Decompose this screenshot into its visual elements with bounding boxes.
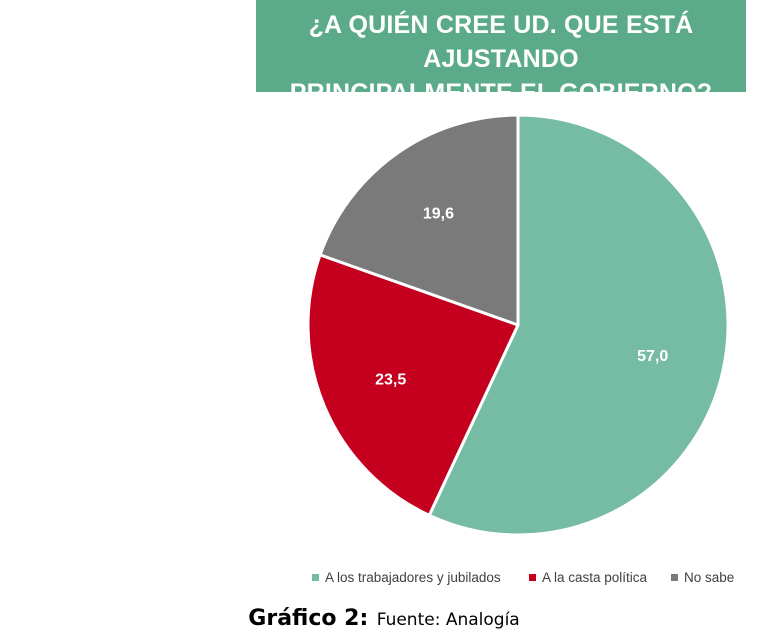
legend-label-casta: A la casta política [542,570,648,585]
legend-item-casta: A la casta política [529,570,647,585]
caption-source: Fuente: Analogía [376,610,520,630]
pie-label-trabajadores: 57,0 [637,348,668,365]
legend-label-trabajadores: A los trabajadores y jubilados [325,570,501,585]
pie-label-no-sabe: 19,6 [423,205,454,222]
chart-title-banner: ¿A QUIÉN CREE UD. QUE ESTÁ AJUSTANDO PRI… [256,0,746,107]
legend-label-no-sabe: No sabe [684,570,735,585]
legend-swatch-trabajadores [312,574,319,581]
pie-slice-casta [306,253,520,517]
pie-slice-trabajadores [427,113,730,537]
legend-item-no-sabe: No sabe [671,570,734,585]
pie-slice-no-sabe [318,113,520,327]
legend-item-trabajadores: A los trabajadores y jubilados [312,570,501,585]
legend-swatch-casta [529,574,536,581]
caption-figure-number: Gráfico 2: [248,606,369,631]
pie-label-casta: 23,5 [375,371,406,388]
chart-title-line-2: PRINCIPALMENTE EL GOBIERNO? [289,79,713,107]
figure-caption: Gráfico 2: Fuente: Analogía [0,606,768,631]
chart-legend: A los trabajadores y jubilados A la cast… [0,570,768,586]
chart-title-line-1: ¿A QUIÉN CREE UD. QUE ESTÁ AJUSTANDO [308,11,694,73]
pie-chart: 57,0 23,5 19,6 [306,113,730,537]
legend-swatch-no-sabe [671,574,678,581]
